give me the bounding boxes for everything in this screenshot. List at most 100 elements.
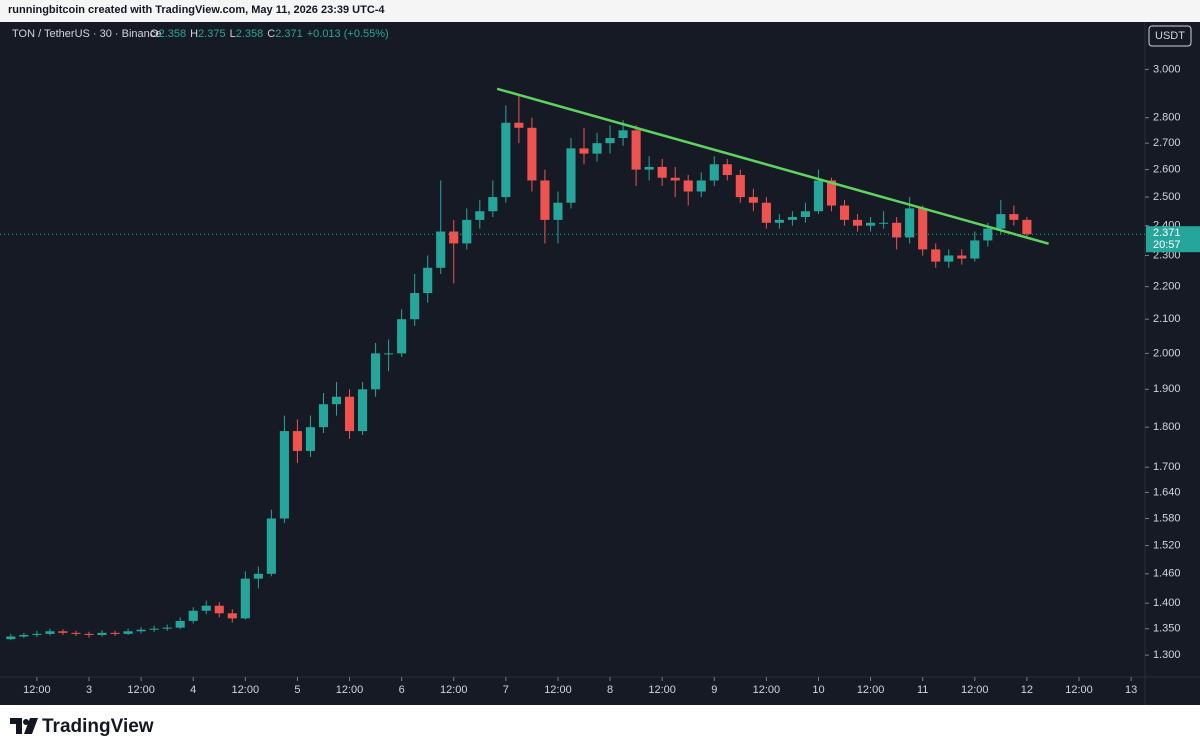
y-tick-label: 1.460: [1153, 568, 1181, 580]
candle-body: [839, 205, 850, 220]
candle-body: [305, 427, 316, 451]
candle-body: [800, 211, 811, 217]
x-tick-label: 12:00: [648, 684, 676, 696]
candle-body: [618, 130, 628, 139]
header-text: runningbitcoin created with TradingView.…: [8, 4, 385, 16]
candle-body: [475, 211, 485, 220]
y-tick-label: 2.600: [1153, 164, 1181, 176]
candle-body: [201, 605, 211, 611]
ohlc-key: O: [150, 28, 159, 40]
candle-body: [175, 620, 185, 628]
candle-body: [605, 138, 615, 144]
trendline: [496, 87, 1049, 245]
candle-body: [32, 633, 42, 635]
y-tick-label: 2.700: [1153, 137, 1181, 149]
candle-body: [292, 431, 302, 451]
x-tick-label: 12:00: [440, 684, 468, 696]
x-tick-label: 12:00: [23, 684, 51, 696]
candle-body: [631, 130, 641, 170]
candle-body: [344, 396, 355, 432]
x-tick-label: 10: [812, 684, 824, 696]
candle-body: [566, 148, 576, 203]
y-tick-label: 1.400: [1153, 597, 1181, 609]
x-tick-label: 9: [711, 684, 717, 696]
candle-body: [110, 632, 120, 634]
candle-body: [266, 518, 276, 574]
ohlc-value: 2.375: [198, 28, 226, 40]
y-tick-label: 1.640: [1153, 486, 1181, 498]
candle-body: [1009, 214, 1019, 220]
candle-body: [162, 627, 172, 629]
chart-background: [0, 22, 1200, 705]
x-tick-label: 12:00: [1065, 684, 1093, 696]
candle-body: [410, 293, 420, 320]
candle-body: [696, 180, 706, 192]
candle-body: [58, 631, 68, 633]
candle-body: [826, 180, 837, 206]
candle-body: [670, 177, 680, 181]
candle-body: [944, 255, 954, 262]
candle-body: [579, 148, 589, 154]
candle-body: [657, 166, 667, 178]
candle-body: [279, 431, 289, 519]
candle-body: [240, 578, 250, 619]
candle-body: [892, 222, 902, 238]
x-tick-label: 11: [917, 684, 928, 696]
change-value: +0.013 (+0.55%): [307, 28, 389, 40]
y-tick-label: 1.520: [1153, 540, 1181, 552]
candle-body: [774, 219, 784, 223]
candle-body: [592, 143, 602, 154]
x-tick-label: 6: [399, 684, 405, 696]
candle-body: [970, 240, 980, 259]
x-tick-label: 12: [1021, 684, 1033, 696]
candle-body: [97, 632, 107, 635]
x-tick-label: 3: [86, 684, 92, 696]
candle-body: [188, 610, 198, 621]
ohlc-key: C: [267, 28, 275, 40]
last-price-box: [1146, 226, 1200, 253]
x-tick-label: 8: [607, 684, 613, 696]
candle-body: [449, 231, 459, 244]
candle-body: [957, 255, 967, 259]
x-tick-label: 12:00: [127, 684, 155, 696]
x-tick-label: 12:00: [232, 684, 260, 696]
candle-body: [371, 353, 381, 390]
candle-body: [748, 197, 758, 203]
candle-body: [501, 122, 511, 198]
currency-button[interactable]: [1148, 25, 1192, 47]
header-bar: runningbitcoin created with TradingView.…: [0, 0, 1200, 22]
y-tick-label: 2.300: [1153, 249, 1181, 261]
candle-body: [149, 628, 159, 630]
candle-body: [905, 208, 915, 238]
candle-body: [514, 122, 524, 128]
candle-body: [735, 175, 745, 198]
candle-body: [123, 631, 133, 634]
candle-body: [1022, 219, 1032, 235]
y-tick-label: 2.000: [1153, 347, 1181, 359]
x-tick-label: 5: [294, 684, 300, 696]
candle-body: [227, 613, 237, 619]
brand-text: TradingView: [42, 716, 154, 737]
y-tick-label: 2.200: [1153, 281, 1181, 293]
candle-body: [358, 389, 368, 432]
candle-body: [462, 219, 472, 244]
ohlc-legend: O2.358 H2.375 L2.358 C2.371 +0.013 (+0.55%): [150, 28, 389, 40]
x-tick-label: 7: [503, 684, 509, 696]
y-tick-label: 1.350: [1153, 623, 1181, 635]
y-tick-label: 2.500: [1153, 191, 1181, 203]
x-tick-label: 12:00: [961, 684, 989, 696]
currency-label[interactable]: USDT: [1155, 30, 1185, 42]
x-tick-label: 13: [1125, 684, 1137, 696]
x-tick-label: 4: [190, 684, 196, 696]
y-tick-label: 1.700: [1153, 461, 1181, 473]
candle-body: [214, 605, 224, 614]
x-tick-label: 12:00: [336, 684, 364, 696]
y-tick-label: 2.800: [1153, 112, 1181, 124]
x-tick-label: 12:00: [857, 684, 885, 696]
last-price-label: 2.371: [1153, 227, 1181, 239]
candle-body: [19, 634, 29, 637]
candle-body: [331, 396, 342, 405]
countdown-label: 20:57: [1153, 239, 1181, 251]
candle-body: [787, 216, 797, 220]
candle-body: [488, 197, 498, 212]
